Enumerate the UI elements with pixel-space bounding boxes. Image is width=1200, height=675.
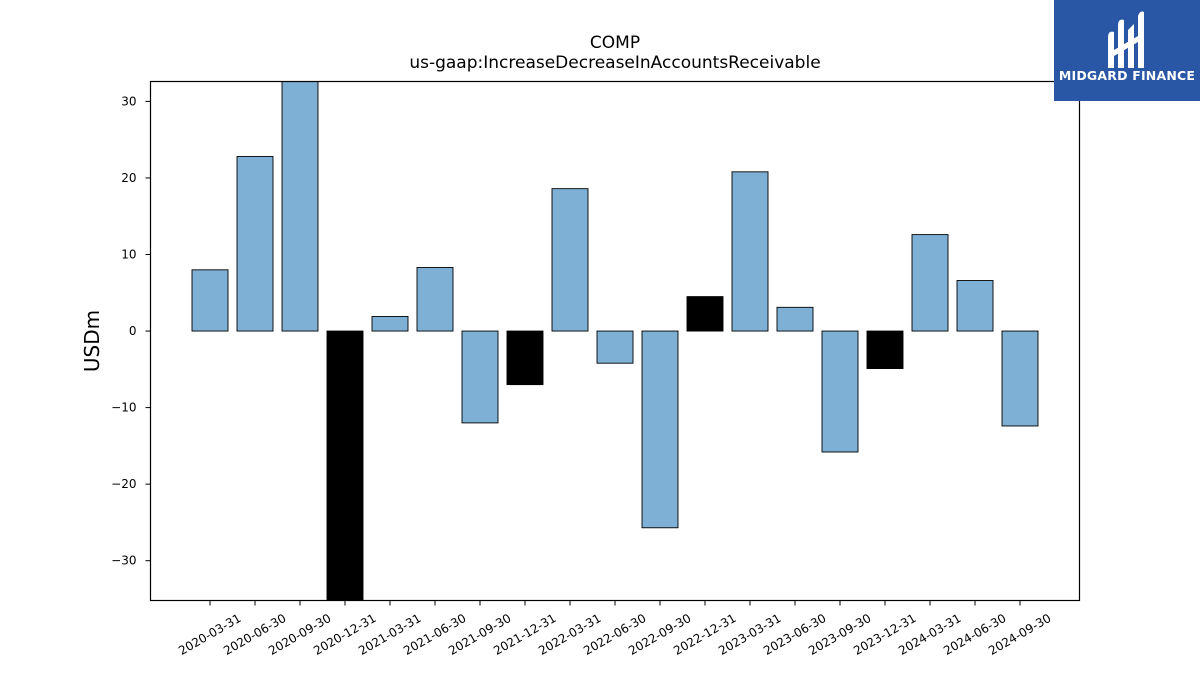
bar-2021-03-31 [371,316,409,332]
bar-2020-06-30 [236,156,274,332]
y-tick-label: −30 [111,554,136,568]
y-axis: −30 −20 −10 0 10 20 30 [111,94,151,568]
plot-frame [149,80,1081,602]
bar-2023-06-30 [776,306,814,332]
y-tick-label: 30 [121,94,136,108]
logo-mark-icon [1108,11,1144,69]
chart-title: COMP [590,33,640,53]
chart-subtitle: us-gaap:IncreaseDecreaseInAccountsReceiv… [409,53,820,73]
bar-2024-03-31 [911,234,949,332]
bar-2021-06-30 [416,267,454,332]
bar-2023-03-31 [731,171,769,332]
y-tick-label: 20 [121,171,136,185]
bar-2020-09-30 [281,81,319,332]
y-tick-label: −10 [111,401,136,415]
y-tick-label: −20 [111,477,136,491]
bar-2023-09-30 [821,330,859,453]
y-tick-label: 10 [121,248,136,262]
y-tick-label: 0 [129,324,137,338]
bar-2023-12-31 [866,330,904,370]
bar-2024-09-30 [1001,330,1039,427]
bar-2020-12-31 [326,330,364,601]
bars-group [191,81,1039,601]
bar-2020-03-31 [191,269,229,332]
bar-2024-06-30 [956,280,994,332]
bar-2021-09-30 [461,330,499,424]
bar-2022-03-31 [551,188,589,332]
bar-2021-12-31 [506,330,544,386]
logo-text: MIDGARD FINANCE [1058,68,1196,83]
bar-2022-12-31 [686,296,724,332]
y-axis-label: USDm [80,310,104,372]
x-axis: 2020-03-312020-06-302020-09-302020-12-31… [176,600,1054,658]
midgard-finance-logo: MIDGARD FINANCE [1054,0,1200,101]
bar-2022-06-30 [596,330,634,364]
bar-2022-09-30 [641,330,679,529]
